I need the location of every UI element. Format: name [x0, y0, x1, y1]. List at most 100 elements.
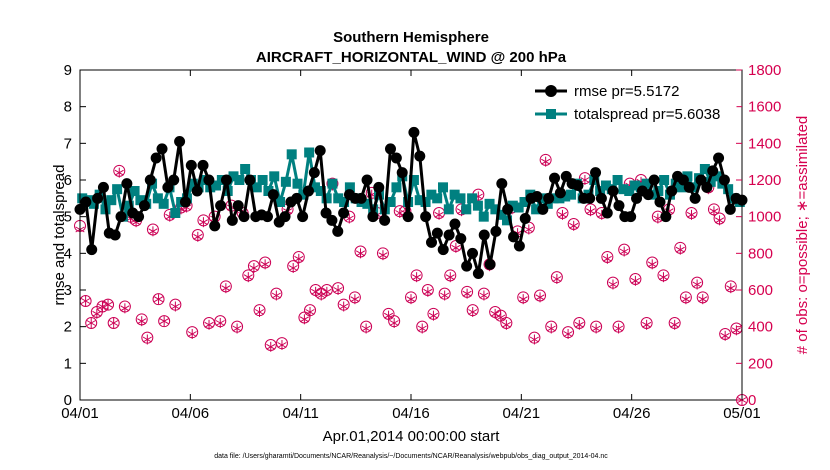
rmse-point: [209, 220, 221, 232]
assimilated-point: [204, 319, 214, 330]
rmse-point: [531, 191, 543, 202]
assimilated-point: [221, 283, 231, 294]
legend-spread-label: totalspread pr=5.6038: [574, 106, 720, 123]
y2-tick-label: 0: [748, 392, 756, 409]
rmse-point: [472, 268, 484, 279]
rmse-point: [174, 136, 186, 147]
assimilated-point: [232, 323, 242, 334]
totalspread-point: [286, 149, 297, 160]
rmse-point: [197, 159, 209, 171]
assimilated-point: [215, 318, 225, 328]
totalspread-point: [467, 193, 478, 204]
rmse-point: [537, 203, 549, 215]
assimilated-point: [529, 334, 540, 345]
totalspread-point: [705, 176, 716, 187]
y-tick-label: 5: [64, 209, 72, 226]
possible-point: [152, 293, 165, 306]
assimilated-point: [585, 206, 596, 217]
rmse-point: [232, 200, 244, 212]
assimilated-point: [658, 272, 669, 283]
assimilated-point: [496, 312, 506, 323]
assimilated-point: [630, 275, 640, 286]
assimilated-point: [305, 307, 315, 317]
rmse-point: [144, 174, 156, 186]
x-tick-label: 04/21: [503, 405, 541, 422]
rmse-point: [179, 196, 191, 208]
totalspread-point: [280, 176, 291, 187]
rmse-series: [74, 126, 748, 279]
assimilated-point: [647, 259, 657, 270]
legend-box: [525, 78, 737, 128]
assimilated-point: [524, 224, 534, 235]
assimilated-point: [692, 279, 702, 290]
assimilated-point: [417, 323, 427, 334]
legend-rmse-marker: [545, 85, 557, 97]
y2-tick-label: 600: [748, 282, 773, 299]
rmse-point: [695, 174, 707, 186]
totalspread-point: [554, 193, 565, 204]
assimilated-point: [714, 215, 725, 226]
assimilated-point: [142, 334, 152, 345]
totalspread-point: [240, 164, 251, 174]
rmse-point: [308, 167, 320, 179]
rmse-point: [390, 152, 402, 164]
rmse-point: [607, 185, 619, 197]
x-tick-label: 05/01: [723, 405, 761, 422]
totalspread-point: [507, 200, 518, 211]
possible-point: [107, 317, 120, 329]
assimilated-point: [277, 340, 287, 350]
assimilated-point: [288, 263, 298, 273]
rmse-point: [402, 211, 414, 223]
rmse-point: [226, 214, 238, 226]
assimilated-point: [355, 248, 366, 259]
rmse-point: [379, 214, 391, 226]
totalspread-point: [321, 193, 332, 204]
rmse-point: [92, 192, 104, 204]
y2-tick-label: 1000: [748, 209, 781, 226]
assimilated-point: [423, 286, 433, 297]
assimilated-point: [468, 307, 478, 317]
assimilated-point: [406, 294, 416, 305]
assimilated-point: [608, 279, 618, 290]
legend-rmse-label: rmse pr=5.5172: [574, 83, 679, 100]
totalspread-point: [432, 193, 443, 204]
totalspread-point: [455, 193, 466, 204]
assimilated-point: [243, 272, 253, 283]
rmse-point: [701, 181, 713, 193]
rmse-point: [338, 207, 350, 219]
assimilated-point: [602, 253, 612, 264]
rmse-point: [291, 192, 303, 204]
rmse-point: [467, 247, 479, 259]
rmse-point: [244, 174, 256, 186]
y-tick-label: 3: [64, 282, 72, 299]
assimilated-point: [580, 175, 590, 185]
y2-tick-label: 1200: [748, 172, 781, 189]
y-axis-left: 0 1 2 3 4 5 6 7 8 9: [64, 62, 86, 409]
assimilated-point: [541, 156, 551, 167]
rmse-point: [86, 244, 98, 256]
assimilated-point: [563, 329, 573, 339]
chart-title-line2: AIRCRAFT_HORIZONTAL_WIND @ 200 hPa: [256, 49, 567, 66]
assimilated-point: [249, 263, 259, 273]
rmse-point: [654, 196, 666, 208]
totalspread-point: [449, 189, 460, 200]
y-tick-label: 7: [64, 135, 72, 152]
totalspread-point: [344, 182, 355, 193]
assimilated-point: [557, 209, 568, 220]
totalspread-point: [391, 182, 402, 193]
rmse-point: [414, 150, 426, 162]
rmse-point: [314, 145, 326, 157]
totalspread-point: [490, 204, 501, 215]
rmse-point: [185, 159, 197, 171]
totalspread-point: [304, 147, 315, 158]
totalspread-point: [676, 182, 687, 193]
totalspread-point: [327, 178, 338, 189]
rmse-point: [713, 152, 725, 164]
rmse-point: [355, 192, 367, 204]
rmse-point: [455, 233, 467, 245]
y2-tick-label: 400: [748, 319, 773, 336]
totalspread-point: [269, 171, 280, 182]
totalspread-point: [624, 186, 635, 196]
rmse-point: [133, 211, 145, 223]
